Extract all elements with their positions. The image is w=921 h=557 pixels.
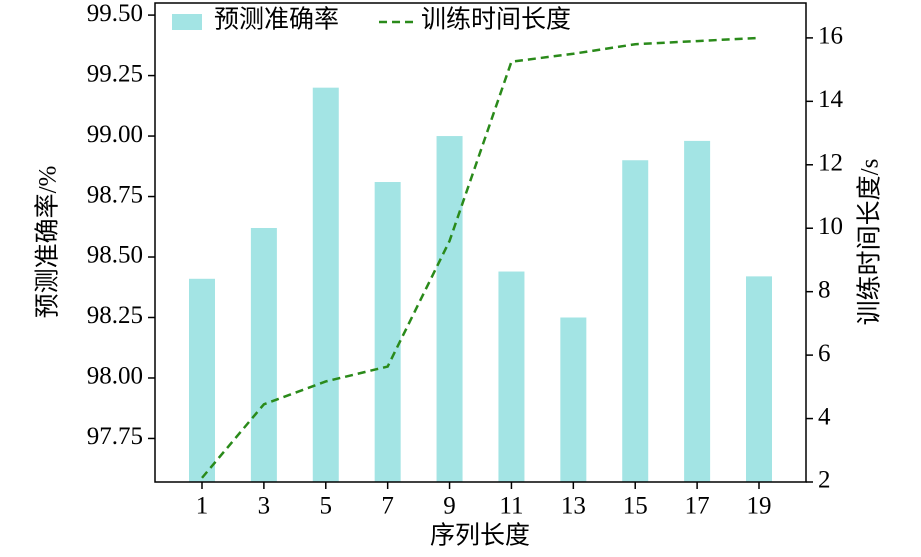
y2-tick-label: 16 [818,23,843,50]
y-tick-label: 97.75 [87,423,143,450]
y2-tick-label: 2 [818,467,831,494]
plot-frame [154,2,807,483]
bar [436,136,463,483]
y2-tick-label: 12 [818,150,843,177]
bar [312,87,339,482]
y2-tick-label: 4 [818,403,831,430]
y2-tick-label: 8 [818,276,831,303]
bar [746,276,772,482]
x-tick-label: 19 [747,493,772,520]
y2-tick-label: 10 [818,213,843,240]
legend-label: 训练时间长度 [421,6,571,34]
bar [560,317,587,482]
x-tick-label: 7 [381,493,394,520]
y-tick-label: 98.25 [87,302,143,329]
bar [189,278,215,482]
bar [374,182,401,482]
x-tick-label: 13 [561,493,586,520]
legend-label: 预测准确率 [214,6,339,34]
y-tick-label: 98.50 [87,242,143,269]
bar [684,140,711,483]
x-tick-label: 17 [685,493,710,520]
x-axis-label: 序列长度 [430,522,530,550]
x-tick-label: 15 [623,493,648,520]
legend-swatch [172,14,202,30]
y-tick-label: 99.25 [87,60,143,87]
y-tick-label: 98.75 [87,181,143,208]
y-axis-label: 预测准确率/% [34,166,62,319]
y-tick-label: 98.00 [87,363,143,390]
x-tick-label: 3 [258,493,271,520]
y2-tick-label: 6 [818,340,831,367]
x-tick-label: 5 [320,493,333,520]
y-tick-label: 99.00 [87,121,143,148]
line-series [201,36,760,479]
x-tick-label: 1 [196,493,209,520]
y-tick-label: 99.50 [87,0,143,27]
y2-tick-label: 14 [818,86,844,113]
x-tick-label: 11 [499,493,523,520]
y2-axis-label: 训练时间长度/s [856,159,884,326]
bar [250,227,277,482]
bar [622,160,649,482]
x-tick-label: 9 [443,493,456,520]
bar [498,271,525,482]
